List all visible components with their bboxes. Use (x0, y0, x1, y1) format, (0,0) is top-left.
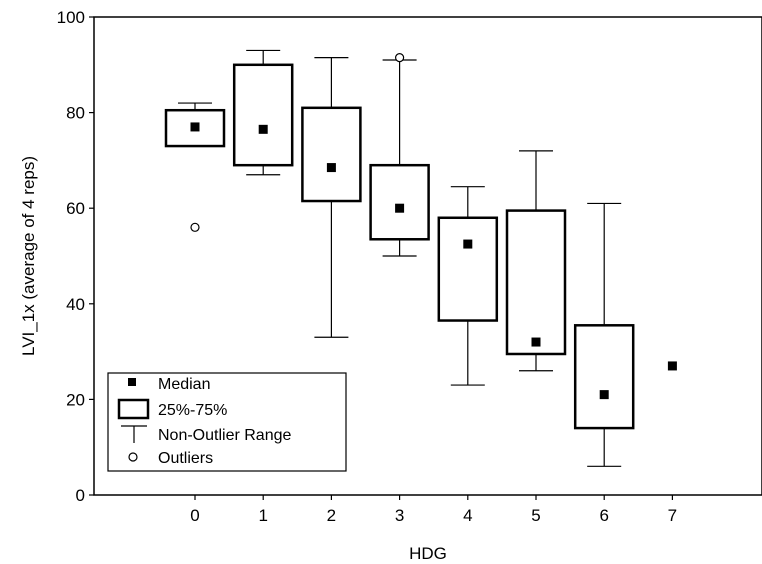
iqr-box (369, 163, 430, 241)
y-axis: 0 20 40 60 80 100 (57, 8, 94, 505)
x-axis-title: HDG (409, 544, 447, 563)
legend: Median 25%-75% Non-Outlier Range Outlier… (107, 372, 347, 472)
median-marker (395, 203, 405, 213)
box-series (164, 49, 677, 467)
legend-median-label: Median (158, 376, 210, 393)
x-tick-label: 0 (190, 506, 199, 525)
iqr-box (232, 63, 294, 167)
median-marker (667, 361, 677, 371)
y-tick-label: 0 (76, 486, 85, 505)
legend-outlier-label: Outliers (158, 450, 213, 467)
median-marker (326, 163, 336, 173)
median-marker (258, 124, 268, 134)
y-tick-label: 80 (66, 104, 85, 123)
iqr-box (164, 108, 226, 148)
y-tick-label: 20 (66, 390, 85, 409)
median-marker (531, 337, 541, 347)
legend-outlier-marker (128, 452, 138, 462)
iqr-box (437, 216, 499, 322)
median-marker (463, 239, 473, 249)
outlier-point (395, 53, 405, 63)
median-marker (190, 122, 200, 132)
x-tick-label: 6 (599, 506, 608, 525)
legend-median-marker (128, 378, 136, 386)
outlier-point (190, 222, 200, 232)
iqr-box (301, 106, 362, 203)
x-tick-label: 5 (531, 506, 540, 525)
legend-whisker-label: Non-Outlier Range (158, 427, 292, 444)
x-tick-label: 2 (327, 506, 336, 525)
x-tick-label: 1 (258, 506, 267, 525)
legend-box-marker (117, 398, 150, 420)
y-tick-label: 60 (66, 199, 85, 218)
y-tick-label: 100 (57, 8, 85, 27)
iqr-box (573, 324, 635, 430)
y-tick-label: 40 (66, 295, 85, 314)
x-tick-label: 7 (668, 506, 677, 525)
x-tick-label: 3 (395, 506, 404, 525)
legend-frame (107, 372, 347, 472)
legend-box-label: 25%-75% (158, 402, 227, 419)
plot-frame (93, 16, 762, 496)
y-axis-title: LVI_1x (average of 4 reps) (19, 156, 38, 356)
x-axis: 0 1 2 3 4 5 6 7 (190, 495, 677, 525)
x-tick-label: 4 (463, 506, 472, 525)
iqr-box (505, 209, 567, 356)
median-marker (599, 390, 609, 400)
